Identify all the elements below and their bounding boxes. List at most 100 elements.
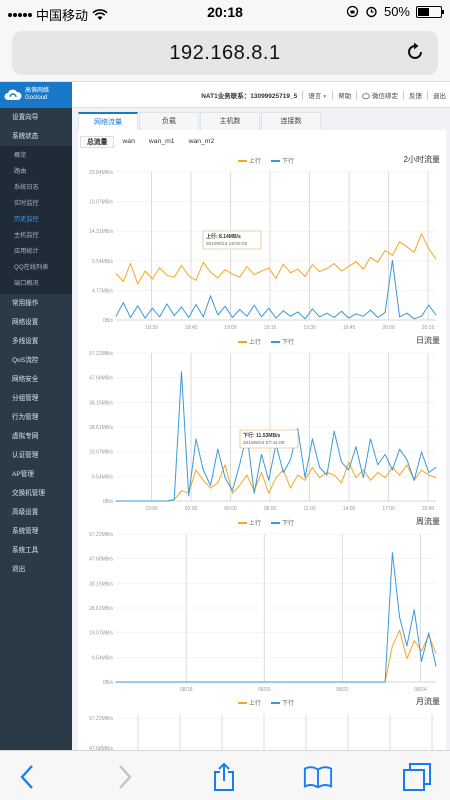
sidebar-item[interactable]: 分组管理 [12, 395, 39, 402]
sidebar-item[interactable]: 高级设置 [12, 509, 39, 516]
subtab-1[interactable]: wan [122, 138, 135, 145]
data-point [137, 500, 139, 502]
data-point [428, 474, 430, 476]
legend-up-swatch [238, 341, 247, 344]
sidebar-item[interactable]: 历史监控 [14, 216, 39, 223]
sidebar-item[interactable]: 系统管理 [12, 528, 39, 535]
sidebar-item[interactable]: AP管理 [12, 471, 34, 478]
legend-up[interactable]: 上行 [238, 698, 261, 707]
chart-legend[interactable]: 上行 下行 [238, 698, 294, 707]
sidebar-item[interactable]: 概览 [14, 152, 27, 159]
reload-icon[interactable] [404, 41, 426, 63]
sidebar-item[interactable]: 实时监控 [14, 200, 39, 207]
tooltip-time: 2019/8/24 07:41:00 [243, 440, 285, 446]
sidebar-item[interactable]: 系统状态 [12, 133, 39, 140]
y-tick-label: 0B/s [103, 680, 114, 686]
data-point [166, 681, 168, 683]
chart-legend[interactable]: 上行 下行 [238, 337, 294, 346]
data-point [246, 315, 248, 317]
data-point [239, 485, 241, 486]
sidebar-item[interactable]: 主机监控 [14, 232, 39, 239]
tab-2[interactable]: 主机数 [200, 112, 260, 130]
sidebar-item[interactable]: 系统日志 [14, 184, 39, 191]
data-point [181, 490, 182, 492]
legend-up[interactable]: 上行 [238, 156, 261, 165]
chart-legend[interactable]: 上行 下行 [238, 156, 294, 165]
tabs-button[interactable] [402, 762, 432, 792]
sidebar-item[interactable]: 认证管理 [12, 452, 39, 459]
sidebar-item[interactable]: 交换机管理 [12, 490, 45, 497]
data-point [391, 645, 393, 647]
sidebar-item[interactable]: 系统工具 [12, 547, 39, 554]
data-point [428, 304, 430, 306]
data-point [115, 681, 117, 683]
wifi-icon [92, 8, 108, 20]
sidebar-item[interactable]: 端口概况 [14, 280, 39, 287]
legend-up[interactable]: 上行 [238, 337, 261, 346]
sidebar-item[interactable]: QoS流控 [12, 357, 39, 364]
forward-button[interactable] [110, 762, 140, 792]
sidebar-item[interactable]: 退出 [12, 566, 26, 573]
data-point [362, 477, 364, 479]
data-point [297, 681, 299, 683]
data-point [261, 681, 262, 683]
legend-down[interactable]: 下行 [271, 698, 294, 707]
subtab-0[interactable]: 总流量 [80, 136, 115, 148]
sidebar-item[interactable]: 路由 [14, 168, 27, 175]
sidebar-item[interactable]: 行为管理 [12, 414, 39, 421]
sidebar-item[interactable]: 虚拟专网 [12, 433, 39, 440]
address-bar[interactable]: 192.168.8.1 [12, 31, 438, 75]
data-point [224, 305, 226, 307]
data-point [333, 263, 335, 264]
help-link[interactable]: 帮助 [338, 93, 352, 100]
data-point [348, 266, 350, 268]
back-button[interactable] [12, 762, 42, 792]
data-point [355, 681, 357, 683]
legend-down[interactable]: 下行 [271, 518, 294, 527]
tab-1[interactable]: 负载 [139, 112, 199, 130]
sidebar-item[interactable]: 设置向导 [12, 114, 39, 121]
data-point [195, 469, 197, 471]
sidebar-item[interactable]: 网络设置 [12, 319, 39, 326]
sidebar-item[interactable]: 常用操作 [12, 300, 39, 307]
tab-bar: 网络流量 负载 主机数 连接数 [78, 112, 322, 130]
legend-down-label: 下行 [282, 701, 295, 707]
sidebar-item[interactable]: 应用统计 [14, 248, 39, 255]
data-point [311, 681, 313, 683]
chart-0: 2小时流量 上行 下行 23.84MB/s 19.07MB/s 14.31MB/s 9.54… [78, 152, 444, 332]
data-point [341, 681, 342, 683]
bookmarks-button[interactable] [303, 762, 333, 792]
legend-up[interactable]: 上行 [238, 518, 261, 527]
language-menu[interactable]: 语言▼ [308, 93, 328, 100]
y-tick-label: 38.15MB/s [89, 581, 113, 587]
data-point [362, 268, 364, 270]
sidebar-item[interactable]: QQ在线列表 [14, 264, 49, 271]
sidebar-item[interactable]: 多线设置 [12, 338, 39, 345]
data-point [413, 609, 415, 610]
subtab-3[interactable]: wan_m2 [188, 138, 215, 145]
data-point [428, 472, 430, 473]
tab-0[interactable]: 网络流量 [78, 112, 138, 130]
wechat-bind-link[interactable]: 微信绑定 [362, 90, 398, 100]
data-point [421, 660, 422, 662]
x-tick-label: 19:30 [303, 325, 316, 331]
data-point [428, 248, 430, 250]
data-point [319, 271, 321, 272]
alarm-icon [366, 6, 377, 18]
y-tick-label: 28.61MB/s [89, 425, 113, 431]
y-tick-label: 57.22MB/s [89, 716, 113, 722]
legend-down[interactable]: 下行 [271, 337, 294, 346]
chart-legend[interactable]: 上行 下行 [238, 518, 294, 527]
share-button[interactable] [209, 762, 239, 792]
data-point [333, 681, 335, 683]
subtab-2[interactable]: wan_m1 [148, 138, 175, 145]
legend-down[interactable]: 下行 [271, 156, 294, 165]
logout-link[interactable]: 退出 [433, 93, 446, 100]
sidebar-item[interactable]: 网络安全 [12, 376, 39, 383]
data-point [217, 681, 219, 683]
data-point [151, 278, 153, 280]
tab-3[interactable]: 连接数 [261, 112, 321, 130]
feedback-link[interactable]: 反馈 [409, 93, 422, 100]
data-point [144, 681, 146, 683]
brand-logo[interactable]: 高恪网络 Gocloud [0, 82, 72, 108]
